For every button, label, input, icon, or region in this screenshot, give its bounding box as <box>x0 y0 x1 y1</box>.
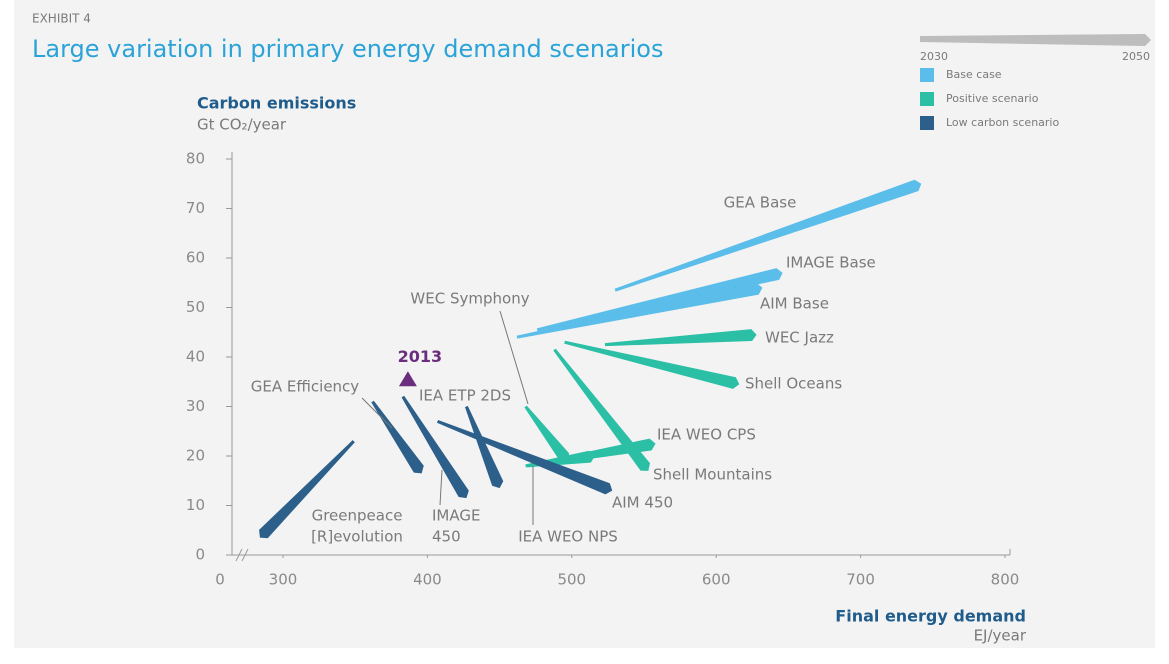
legend-swatch <box>920 68 934 82</box>
axis-break <box>235 548 243 562</box>
y-tick-label: 70 <box>186 199 205 217</box>
legend-label: Low carbon scenario <box>946 116 1059 129</box>
y-tick-label: 30 <box>186 397 205 415</box>
x-origin-label: 0 <box>215 571 225 589</box>
x-tick-label: 400 <box>413 571 442 589</box>
chart-title: Large variation in primary energy demand… <box>32 35 664 63</box>
scenario-label: AIM 450 <box>612 494 673 512</box>
scenario-label: WEC Symphony <box>410 290 529 308</box>
x-title: Final energy demand <box>835 607 1026 626</box>
x-tick-label: 600 <box>702 571 731 589</box>
scenario-wedge <box>259 440 355 539</box>
x-tick-label: 800 <box>991 571 1020 589</box>
marker-label: 2013 <box>398 347 443 366</box>
leader-line <box>499 310 529 405</box>
scenario-wedge <box>516 282 763 339</box>
scenario-label: WEC Jazz <box>765 329 834 347</box>
scenario-label: IEA ETP 2DS <box>419 387 511 405</box>
scenario-wedge <box>564 340 740 389</box>
scenario-label: GEA Base <box>724 194 797 212</box>
leader-line <box>361 397 393 429</box>
x-tick-label: 300 <box>269 571 298 589</box>
legend-arrow <box>920 34 1151 46</box>
scenario-label: IEA WEO CPS <box>657 426 756 444</box>
scenario-label: Greenpeace <box>312 507 403 525</box>
legend-year: 2050 <box>1122 50 1150 63</box>
x-unit: EJ/year <box>974 627 1027 645</box>
legend-year: 2030 <box>920 50 948 63</box>
y-unit: Gt CO₂/year <box>197 116 287 134</box>
scenario-wedge <box>614 179 922 292</box>
scenario-label: IMAGE <box>432 507 480 525</box>
scenario-wedge <box>524 405 570 461</box>
y-tick-label: 40 <box>186 348 205 366</box>
legend-swatch <box>920 92 934 106</box>
y-tick-label: 80 <box>186 150 205 168</box>
scenario-label: AIM Base <box>760 295 829 313</box>
leader-line <box>439 469 443 506</box>
legend-label: Base case <box>946 68 1002 81</box>
scenario-wedge <box>371 400 424 474</box>
scenario-label: Shell Oceans <box>745 375 842 393</box>
scenario-label: GEA Efficiency <box>251 378 360 396</box>
y-tick-label: 50 <box>186 298 205 316</box>
scenario-wedge <box>464 405 504 489</box>
scenario-wedge <box>553 348 651 471</box>
axis-break <box>241 548 249 562</box>
scenario-label: IEA WEO NPS <box>518 528 618 546</box>
scenario-label: [R]evolution <box>311 528 403 546</box>
y-tick-label: 20 <box>186 447 205 465</box>
y-tick-label: 60 <box>186 249 205 267</box>
legend-label: Positive scenario <box>946 92 1039 105</box>
scenario-wedge <box>536 268 783 332</box>
x-tick-label: 700 <box>846 571 875 589</box>
scenario-wedge <box>401 395 469 499</box>
scenario-label: Shell Mountains <box>653 466 772 484</box>
scenario-label: IMAGE Base <box>786 254 876 272</box>
scenario-label: 450 <box>432 528 461 546</box>
x-tick-label: 500 <box>557 571 586 589</box>
y-tick-label: 0 <box>195 546 205 564</box>
scenario-wedge <box>604 329 757 347</box>
marker-2013 <box>398 371 417 387</box>
legend-swatch <box>920 116 934 130</box>
exhibit: EXHIBIT 4 <box>32 12 91 26</box>
y-title: Carbon emissions <box>197 94 356 113</box>
y-tick-label: 10 <box>186 496 205 514</box>
